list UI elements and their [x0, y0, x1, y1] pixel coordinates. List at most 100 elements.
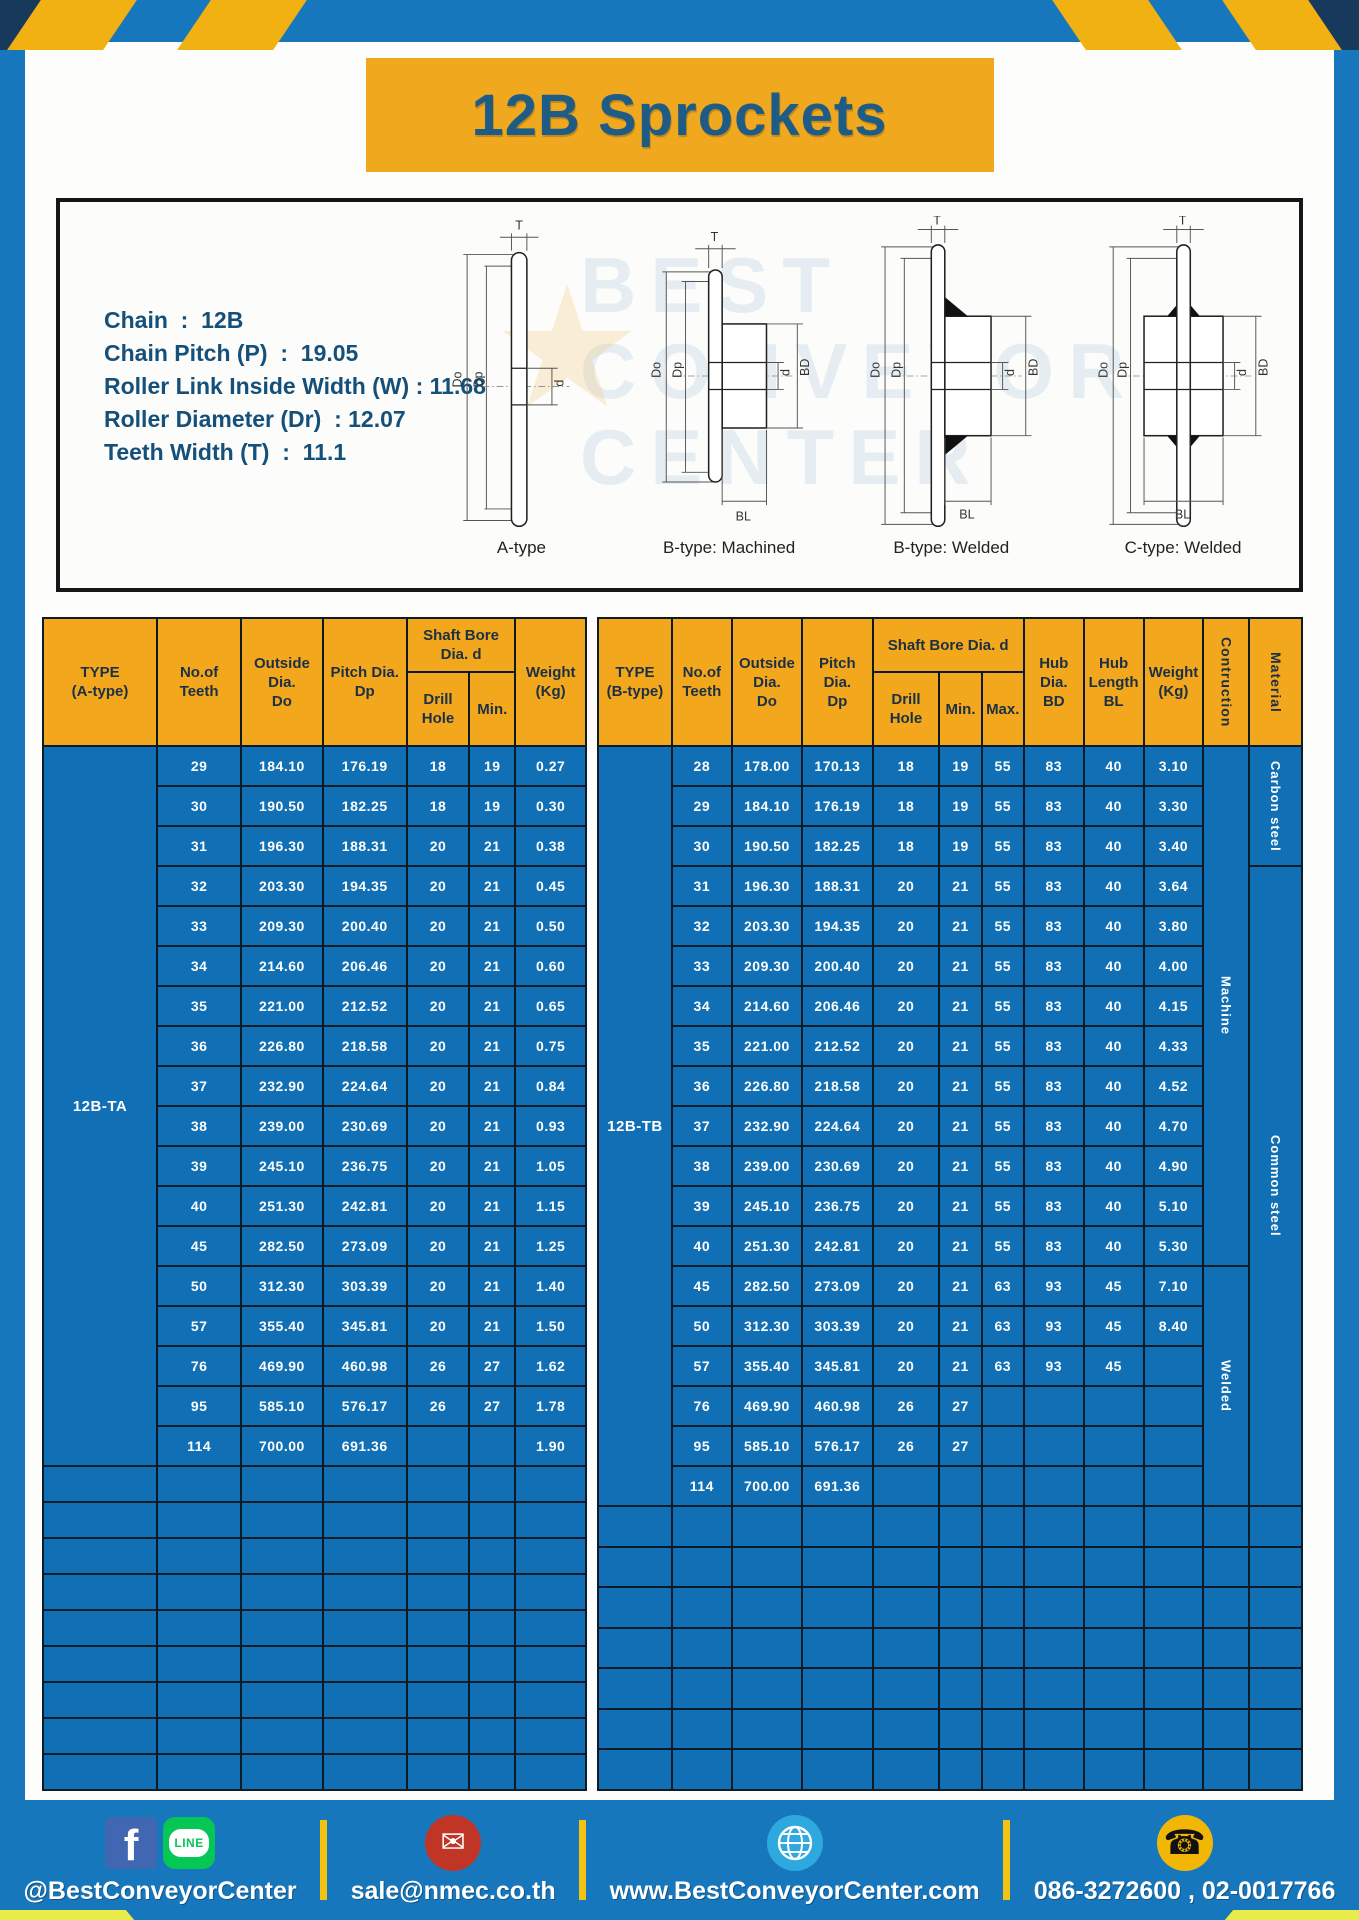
svg-text:Do: Do	[650, 362, 664, 378]
empty-cell	[1142, 1586, 1205, 1629]
table-cell: 184.10	[730, 785, 804, 827]
table-cell: 32	[156, 865, 243, 907]
empty-cell	[1142, 1545, 1205, 1588]
table-cell: 345.81	[321, 1305, 408, 1347]
empty-cell	[871, 1545, 941, 1588]
empty-cell	[871, 1707, 941, 1750]
table-cell: 200.40	[801, 945, 874, 987]
empty-cell	[1142, 1626, 1205, 1669]
empty-cell	[405, 1717, 471, 1755]
header-cell: Outside Dia. Do	[730, 617, 804, 747]
table-cell: 18	[871, 825, 941, 867]
spec-drawing-box: Chain : 12B Chain Pitch (P) : 19.05 Roll…	[56, 198, 1303, 592]
empty-cell	[1202, 1586, 1251, 1629]
website-text[interactable]: www.BestConveyorCenter.com	[609, 1876, 980, 1905]
email-text[interactable]: sale@nmec.co.th	[350, 1876, 556, 1905]
table-row: 35 221.00 212.52 20 21 0.65	[43, 985, 587, 1027]
table-cell: 303.39	[801, 1305, 874, 1347]
table-cell: 83	[1022, 825, 1085, 867]
table-cell: 95	[670, 1425, 733, 1467]
footer-website[interactable]: www.BestConveyorCenter.com	[609, 1814, 980, 1906]
empty-cell	[730, 1586, 804, 1629]
table-cell: 20	[405, 825, 471, 867]
table-cell: 188.31	[321, 825, 408, 867]
table-cell: 21	[468, 1185, 517, 1227]
drawing-b-type-welded: T Do Dp d BD BL B-type: Welded	[860, 216, 1043, 558]
table-row: 38 239.00 230.69 20 21 55 83 40 4.90	[598, 1145, 1302, 1187]
empty-cell	[405, 1681, 471, 1719]
empty-cell	[1022, 1626, 1085, 1669]
table-cell: 45	[670, 1265, 733, 1307]
empty-cell	[240, 1609, 324, 1647]
empty-cell	[321, 1609, 408, 1647]
empty-cell	[1248, 1748, 1303, 1791]
table-cell: 312.30	[240, 1265, 324, 1307]
table-cell: 40	[156, 1185, 243, 1227]
table-cell: 188.31	[801, 865, 874, 907]
facebook-icon[interactable]: f	[105, 1816, 158, 1869]
table-cell: 176.19	[321, 745, 408, 787]
table-cell	[938, 1465, 983, 1507]
table-row: 33 209.30 200.40 20 21 0.50	[43, 905, 587, 947]
empty-cell	[597, 1748, 673, 1791]
empty-cell	[321, 1501, 408, 1539]
empty-cell	[1202, 1626, 1251, 1669]
table-cell: 691.36	[321, 1425, 408, 1467]
globe-icon[interactable]	[766, 1814, 823, 1871]
table-cell: 214.60	[240, 945, 324, 987]
empty-cell	[1022, 1545, 1085, 1588]
empty-cell	[1022, 1505, 1085, 1548]
empty-cell	[801, 1667, 874, 1710]
table-cell: 55	[980, 865, 1025, 907]
table-cell: 170.13	[801, 745, 874, 787]
table-cell: 20	[405, 1225, 471, 1267]
empty-cell	[1202, 1748, 1251, 1791]
phone-icon[interactable]: ☎	[1156, 1814, 1213, 1871]
social-handle[interactable]: @BestConveyorCenter	[23, 1876, 297, 1905]
table-row: 40 251.30 242.81 20 21 55 83 40 5.30	[598, 1225, 1302, 1267]
empty-cell	[980, 1748, 1025, 1791]
table-row: 50 312.30 303.39 20 21 63 93 45 8.40	[598, 1305, 1302, 1347]
phone-numbers[interactable]: 086-3272600 , 02-0017766	[1033, 1876, 1336, 1905]
table-cell: 20	[405, 1305, 471, 1347]
empty-cell	[938, 1667, 983, 1710]
empty-cell	[1248, 1667, 1303, 1710]
table-cell: 3.40	[1142, 825, 1205, 867]
empty-cell	[240, 1681, 324, 1719]
table-row: 30 190.50 182.25 18 19 0.30	[43, 785, 587, 827]
table-cell: 576.17	[321, 1385, 408, 1427]
table-cell: 57	[670, 1345, 733, 1387]
empty-cell	[670, 1545, 733, 1588]
header-cell: Pitch Dia. Dp	[321, 617, 408, 747]
table-cell: 194.35	[801, 905, 874, 947]
table-cell: 4.70	[1142, 1105, 1205, 1147]
table-cell	[980, 1465, 1025, 1507]
footer-phone[interactable]: ☎ 086-3272600 , 02-0017766	[1033, 1814, 1336, 1906]
drawing-label: C-type: Welded	[1124, 538, 1242, 557]
footer-social[interactable]: f LINE @BestConveyorCenter	[24, 1815, 297, 1906]
table-cell: 20	[405, 1265, 471, 1307]
c-type-welded-diagram: T Do Dp d BD BL	[1096, 216, 1270, 528]
line-icon[interactable]: LINE	[163, 1816, 216, 1869]
drawing-a-type: T Do Dp d A-type	[444, 216, 598, 558]
table-cell: 93	[1022, 1305, 1085, 1347]
spec-line: Roller Link Inside Width (W) : 11.68	[104, 373, 486, 399]
table-cell: 206.46	[321, 945, 408, 987]
drawing-label: A-type	[496, 538, 546, 557]
table-cell: 4.33	[1142, 1025, 1205, 1067]
empty-cell	[514, 1501, 587, 1539]
table-cell	[1022, 1425, 1085, 1467]
table-cell: 33	[670, 945, 733, 987]
table-cell: 0.30	[514, 785, 587, 827]
table-cell: 83	[1022, 1185, 1085, 1227]
empty-cell	[41, 1465, 159, 1503]
footer-email[interactable]: ✉ sale@nmec.co.th	[350, 1814, 556, 1906]
table-cell: 224.64	[801, 1105, 874, 1147]
table-cell: 20	[405, 945, 471, 987]
table-cell: 50	[670, 1305, 733, 1347]
empty-cell	[871, 1748, 941, 1791]
empty-cell	[1248, 1586, 1303, 1629]
mail-icon[interactable]: ✉	[425, 1814, 482, 1871]
table-cell: 3.64	[1142, 865, 1205, 907]
empty-cell	[871, 1626, 941, 1669]
